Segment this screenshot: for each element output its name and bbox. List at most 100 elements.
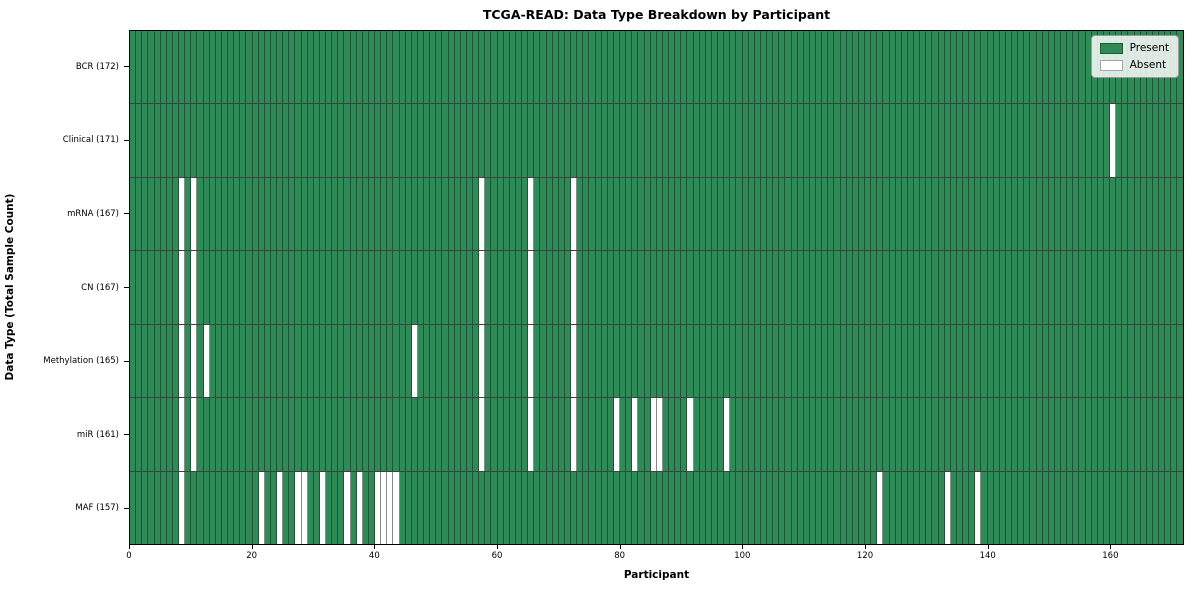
- cell-mRNA-participant-128: [914, 177, 921, 251]
- cell-miR-participant-111: [809, 398, 816, 471]
- cell-MAF-participant-147: [1030, 471, 1037, 544]
- cell-MAF-participant-9: [185, 471, 192, 544]
- cell-miR-participant-57: [479, 398, 486, 471]
- cell-BCR-participant-72: [571, 31, 578, 104]
- cell-MAF-participant-161: [1116, 471, 1123, 544]
- cell-miR-participant-3: [148, 398, 155, 471]
- x-tick-label-160: 160: [1102, 551, 1119, 561]
- cell-BCR-participant-13: [209, 31, 216, 104]
- cell-miR-participant-88: [669, 398, 676, 471]
- cell-miR-participant-8: [179, 398, 186, 471]
- cell-MAF-participant-124: [889, 471, 896, 544]
- cell-CN-participant-161: [1116, 251, 1123, 324]
- cell-MAF-participant-12: [203, 471, 210, 544]
- cell-mRNA-participant-44: [399, 177, 406, 251]
- cell-BCR-participant-41: [381, 31, 388, 104]
- cell-MAF-participant-8: [179, 471, 186, 544]
- cell-miR-participant-22: [264, 398, 271, 471]
- cell-miR-participant-135: [956, 398, 963, 471]
- cell-MAF-participant-141: [993, 471, 1000, 544]
- cell-MAF-participant-56: [473, 471, 480, 544]
- cell-Clinical-participant-126: [901, 104, 908, 177]
- cell-CN-participant-6: [166, 251, 173, 324]
- cell-BCR-participant-40: [375, 31, 382, 104]
- x-tick-mark: [1110, 545, 1112, 549]
- cell-MAF-participant-153: [1067, 471, 1074, 544]
- cell-miR-participant-100: [742, 398, 749, 471]
- cell-mRNA-participant-12: [203, 177, 210, 251]
- cell-MAF-participant-76: [595, 471, 602, 544]
- cell-miR-participant-130: [926, 398, 933, 471]
- cell-Methylation-participant-168: [1159, 324, 1166, 398]
- cell-MAF-participant-106: [779, 471, 786, 544]
- cell-CN-participant-152: [1061, 251, 1068, 324]
- cell-Methylation-participant-78: [607, 324, 614, 398]
- cell-BCR-participant-75: [589, 31, 596, 104]
- cell-BCR-participant-128: [914, 31, 921, 104]
- cell-BCR-participant-131: [932, 31, 939, 104]
- cell-BCR-participant-126: [901, 31, 908, 104]
- cell-Clinical-participant-51: [442, 104, 449, 177]
- cell-miR-participant-94: [705, 398, 712, 471]
- cell-BCR-participant-133: [944, 31, 951, 104]
- cell-miR-participant-90: [681, 398, 688, 471]
- cell-Methylation-participant-151: [1054, 324, 1061, 398]
- cell-Clinical-participant-36: [350, 104, 357, 177]
- cell-miR-participant-14: [215, 398, 222, 471]
- cell-mRNA-participant-84: [644, 177, 651, 251]
- cell-mRNA-participant-50: [436, 177, 443, 251]
- cell-Methylation-participant-19: [246, 324, 253, 398]
- cell-Methylation-participant-77: [601, 324, 608, 398]
- cell-CN-participant-136: [963, 251, 970, 324]
- cell-MAF-participant-62: [509, 471, 516, 544]
- cell-Clinical-participant-75: [589, 104, 596, 177]
- cell-miR-participant-50: [436, 398, 443, 471]
- cell-CN-participant-98: [730, 251, 737, 324]
- cell-CN-participant-128: [914, 251, 921, 324]
- cell-Clinical-participant-158: [1097, 104, 1104, 177]
- cell-CN-participant-151: [1054, 251, 1061, 324]
- cell-BCR-participant-74: [583, 31, 590, 104]
- cell-miR-participant-0: [130, 398, 137, 471]
- cell-CN-participant-101: [748, 251, 755, 324]
- cell-CN-participant-39: [368, 251, 375, 324]
- heatmap-grid: [130, 31, 1183, 544]
- cell-miR-participant-124: [889, 398, 896, 471]
- cell-mRNA-participant-54: [460, 177, 467, 251]
- cell-CN-participant-32: [326, 251, 333, 324]
- cell-MAF-participant-133: [944, 471, 951, 544]
- cell-BCR-participant-18: [240, 31, 247, 104]
- cell-Clinical-participant-136: [963, 104, 970, 177]
- cell-Clinical-participant-128: [914, 104, 921, 177]
- cell-Methylation-participant-122: [877, 324, 884, 398]
- cell-mRNA-participant-140: [987, 177, 994, 251]
- cell-miR-participant-121: [871, 398, 878, 471]
- cell-miR-participant-76: [595, 398, 602, 471]
- cell-BCR-participant-64: [522, 31, 529, 104]
- cell-Clinical-participant-138: [975, 104, 982, 177]
- cell-Methylation-participant-34: [338, 324, 345, 398]
- cell-CN-participant-166: [1146, 251, 1153, 324]
- cell-MAF-participant-136: [963, 471, 970, 544]
- cell-mRNA-participant-91: [687, 177, 694, 251]
- cell-miR-participant-152: [1061, 398, 1068, 471]
- cell-CN-participant-75: [589, 251, 596, 324]
- cell-miR-participant-10: [191, 398, 198, 471]
- cell-Clinical-participant-78: [607, 104, 614, 177]
- cell-Clinical-participant-7: [172, 104, 179, 177]
- cell-MAF-participant-115: [834, 471, 841, 544]
- cell-Methylation-participant-11: [197, 324, 204, 398]
- cell-Clinical-participant-25: [283, 104, 290, 177]
- heatmap-row-CN: [130, 251, 1183, 325]
- cell-miR-participant-80: [620, 398, 627, 471]
- cell-miR-participant-28: [301, 398, 308, 471]
- cell-BCR-participant-129: [920, 31, 927, 104]
- cell-mRNA-participant-34: [338, 177, 345, 251]
- cell-BCR-participant-115: [834, 31, 841, 104]
- cell-Clinical-participant-39: [368, 104, 375, 177]
- cell-Methylation-participant-128: [914, 324, 921, 398]
- cell-Clinical-participant-135: [956, 104, 963, 177]
- cell-MAF-participant-29: [307, 471, 314, 544]
- cell-BCR-participant-134: [950, 31, 957, 104]
- cell-Clinical-participant-167: [1152, 104, 1159, 177]
